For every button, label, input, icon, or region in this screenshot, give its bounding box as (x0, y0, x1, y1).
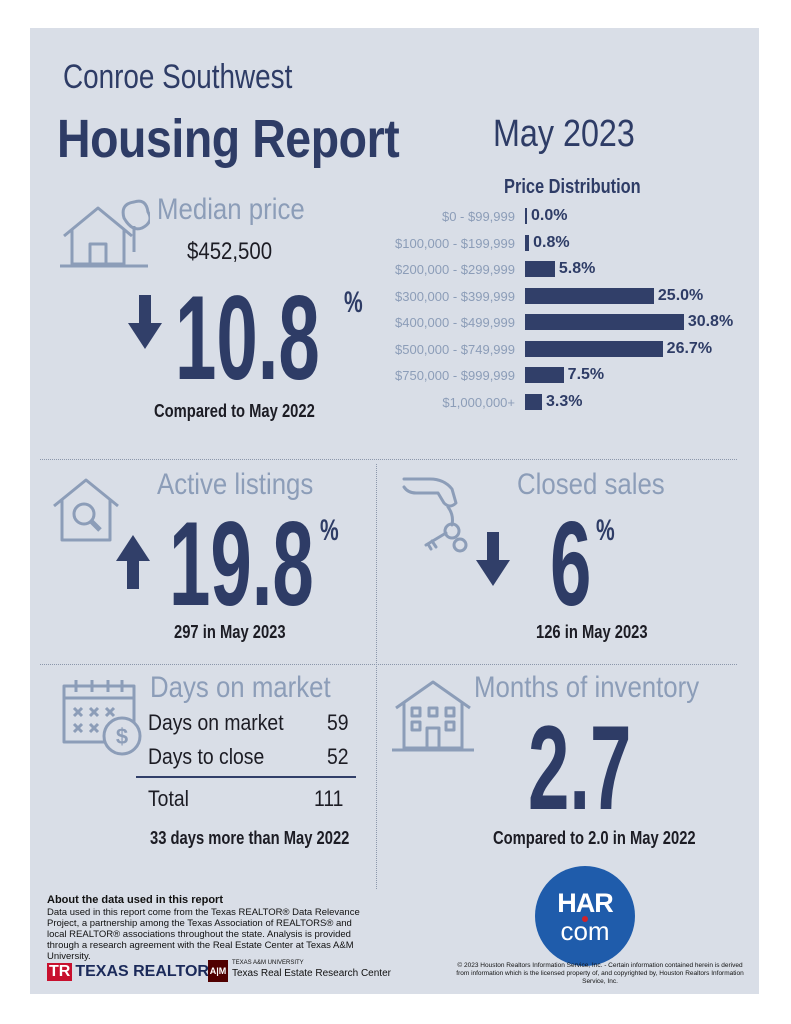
chart-bar (525, 340, 663, 357)
chart-bar (525, 234, 530, 251)
closed-sales-change: 6 (550, 497, 592, 631)
chart-value-label: 30.8% (687, 313, 734, 330)
tamu-logo[interactable]: A|M TEXAS A&M UNIVERSITY Texas Real Esta… (208, 960, 391, 984)
chart-category-label: $300,000 - $399,999 (395, 288, 515, 304)
area-name: Conroe Southwest (63, 58, 293, 96)
chart-bar (525, 393, 543, 410)
days-on-market-caption: 33 days more than May 2022 (150, 828, 350, 848)
copyright-text: © 2023 Houston Realtors Information Serv… (456, 962, 744, 985)
chart-category-label: $100,000 - $199,999 (395, 235, 515, 251)
page-title: Housing Report (57, 109, 400, 169)
chart-title: Price Distribution (504, 176, 641, 198)
median-price-pct-sign: % (344, 286, 363, 319)
har-logo-top: HAR (557, 888, 614, 918)
median-price-title: Median price (157, 193, 305, 226)
dom-row-value-1: 59 (327, 710, 349, 735)
chart-value-label: 26.7% (666, 339, 713, 357)
dom-row-label-1: Days on market (148, 710, 284, 735)
dom-row-label-2: Days to close (148, 744, 265, 769)
divider-1 (40, 459, 737, 460)
active-listings-change: 19.8 (169, 497, 314, 631)
tamu-name: Texas Real Estate Research Center (232, 968, 391, 979)
active-listings-caption: 297 in May 2023 (174, 622, 286, 642)
chart-category-label: $200,000 - $299,999 (395, 262, 515, 277)
months-inventory-title: Months of inventory (474, 671, 700, 704)
tamu-mark-icon: A|M (208, 960, 228, 982)
arrow-down-icon (476, 532, 510, 586)
about-text: Data used in this report come from the T… (47, 907, 360, 962)
tamu-small: TEXAS A&M UNIVERSITY (232, 960, 304, 966)
median-price-change: 10.8 (175, 271, 320, 405)
chart-bar (525, 314, 684, 330)
chart-value-label: 25.0% (657, 286, 704, 304)
texas-realtors-logo[interactable]: TR TEXAS REALTORS (47, 963, 220, 981)
house-tree-icon (60, 199, 150, 268)
chart-value-label: 0.0% (531, 207, 568, 224)
dom-total-label: Total (148, 786, 189, 811)
building-icon (392, 680, 474, 752)
about-title: About the data used in this report (47, 894, 224, 906)
median-price-value: $452,500 (187, 238, 273, 265)
active-listings-pct-sign: % (320, 514, 339, 547)
chart-value-label: 5.8% (558, 260, 596, 277)
chart-category-label: $0 - $99,999 (441, 209, 515, 224)
chart-category-label: $1,000,000+ (442, 394, 515, 410)
har-logo-bottom: com (560, 916, 610, 946)
total-rule (136, 776, 356, 778)
chart-value-label: 7.5% (567, 366, 605, 383)
chart-bar (525, 287, 654, 304)
chart-value-label: 0.8% (533, 233, 570, 251)
har-dot (582, 916, 588, 922)
median-price-caption: Compared to May 2022 (154, 401, 315, 421)
har-logo[interactable]: HAR com (535, 866, 635, 966)
divider-2 (40, 664, 737, 665)
price-distribution-chart: $0 - $99,999 0.0% $100,000 - $199,999 0.8% $… (30, 28, 759, 448)
arrow-up-icon (116, 535, 150, 589)
chart-category-label: $400,000 - $499,999 (395, 315, 515, 330)
months-inventory-caption: Compared to 2.0 in May 2022 (493, 828, 696, 848)
closed-sales-caption: 126 in May 2023 (536, 622, 648, 642)
vertical-divider (376, 464, 377, 889)
chart-bar (525, 208, 527, 224)
chart-category-label: $500,000 - $749,999 (395, 341, 515, 357)
days-on-market-title: Days on market (150, 671, 331, 704)
closed-sales-title: Closed sales (517, 468, 665, 501)
chart-bar (525, 367, 564, 383)
dom-total-value: 111 (314, 786, 344, 811)
tr-mark-icon: TR (47, 963, 73, 981)
dom-row-value-2: 52 (327, 744, 349, 769)
active-listings-title: Active listings (157, 468, 314, 501)
hand-keys-icon (402, 477, 468, 553)
house-search-icon (53, 478, 119, 542)
arrow-down-icon (128, 295, 162, 349)
report-month: May 2023 (493, 113, 635, 155)
months-inventory-value: 2.7 (528, 701, 632, 835)
texas-realtors-text: TEXAS REALTORS (75, 963, 220, 980)
calendar-money-icon: $ (62, 680, 142, 756)
chart-category-label: $750,000 - $999,999 (395, 368, 515, 383)
svg-text:$: $ (116, 724, 128, 749)
report-panel: Conroe Southwest Housing Report May 2023… (30, 28, 759, 994)
chart-value-label: 3.3% (546, 392, 583, 410)
closed-sales-pct-sign: % (596, 514, 615, 547)
chart-bar (525, 261, 555, 277)
